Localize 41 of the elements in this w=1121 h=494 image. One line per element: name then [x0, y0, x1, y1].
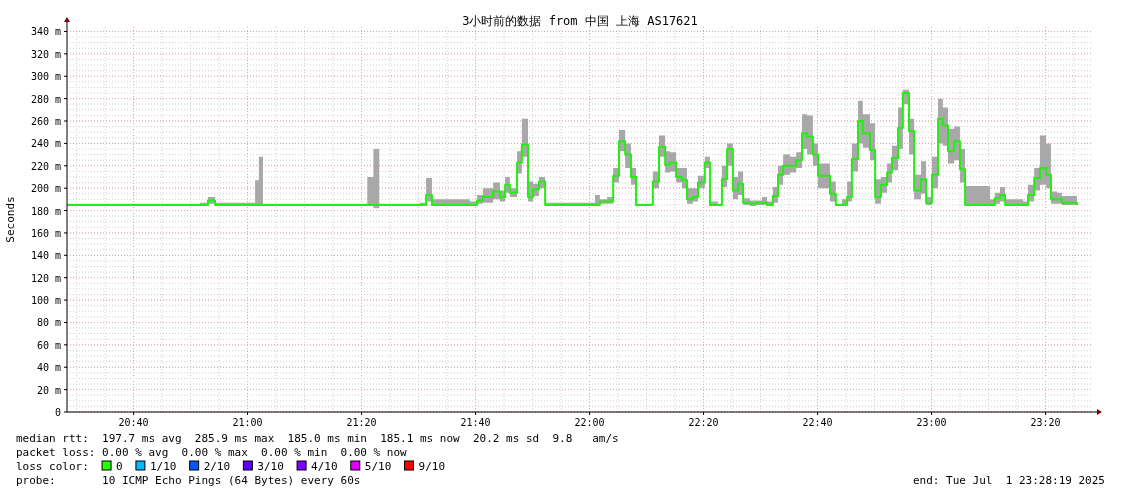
y-tick-label: 200 m — [30, 183, 61, 195]
y-tick-label: 260 m — [30, 116, 61, 128]
y-tick-label: 180 m — [30, 205, 61, 217]
y-tick-label: 100 m — [30, 295, 61, 307]
y-tick-label: 60 m — [36, 339, 61, 351]
text: median rtt: 197.7 ms avg 285.9 ms max 185.0 ms min 185.1 ms now 20.2 ms sd 9.8 am/s — [16, 432, 619, 445]
y-tick-label: 280 m — [30, 93, 61, 105]
x-tick-label: 23:20 — [1030, 417, 1061, 428]
x-tick-label: 22:40 — [802, 417, 833, 428]
chart-title: 3小时前的数据 from 中国 上海 AS17621 — [462, 14, 698, 28]
text: 3/10 — [257, 460, 284, 473]
text: 5/10 — [364, 460, 392, 473]
y-tick-label: 0 — [54, 407, 61, 418]
y-axis-title: Seconds — [4, 196, 17, 243]
x-tick-label: 22:20 — [688, 417, 719, 428]
text: probe: 10 ICMP Echo Pings (64 Bytes) every 60s — [16, 474, 361, 487]
y-tick-label: 160 m — [30, 227, 61, 239]
x-tick-label: 21:40 — [460, 417, 491, 428]
text: 9/10 — [418, 460, 446, 473]
y-tick-label: 80 m — [36, 317, 61, 329]
y-tick-label: 120 m — [30, 272, 61, 284]
text: 2/10 — [203, 460, 231, 473]
y-tick-label: 340 m — [30, 26, 61, 38]
y-tick-label: 300 m — [30, 71, 61, 83]
y-tick-label: 40 m — [36, 362, 61, 374]
text: 4/10 — [311, 460, 338, 473]
text: 0 — [116, 460, 123, 473]
y-tick-label: 220 m — [30, 160, 61, 172]
y-tick-label: 20 m — [36, 384, 61, 396]
x-tick-label: 21:00 — [232, 417, 263, 428]
text: packet loss: 0.00 % avg 0.00 % max 0.00 % min 0.00 % now — [16, 446, 408, 459]
text: loss color: — [16, 460, 89, 473]
x-tick-label: 20:40 — [118, 417, 149, 428]
x-tick-label: 22:00 — [574, 417, 605, 428]
y-tick-label: 240 m — [30, 138, 61, 150]
text: 1/10 — [149, 460, 177, 473]
x-tick-label: 23:00 — [916, 417, 947, 428]
x-tick-label: 21:20 — [346, 417, 377, 428]
y-tick-label: 320 m — [30, 48, 61, 60]
text: end: Tue Jul 1 23:28:19 2025 — [912, 474, 1105, 487]
y-tick-label: 140 m — [30, 250, 61, 262]
